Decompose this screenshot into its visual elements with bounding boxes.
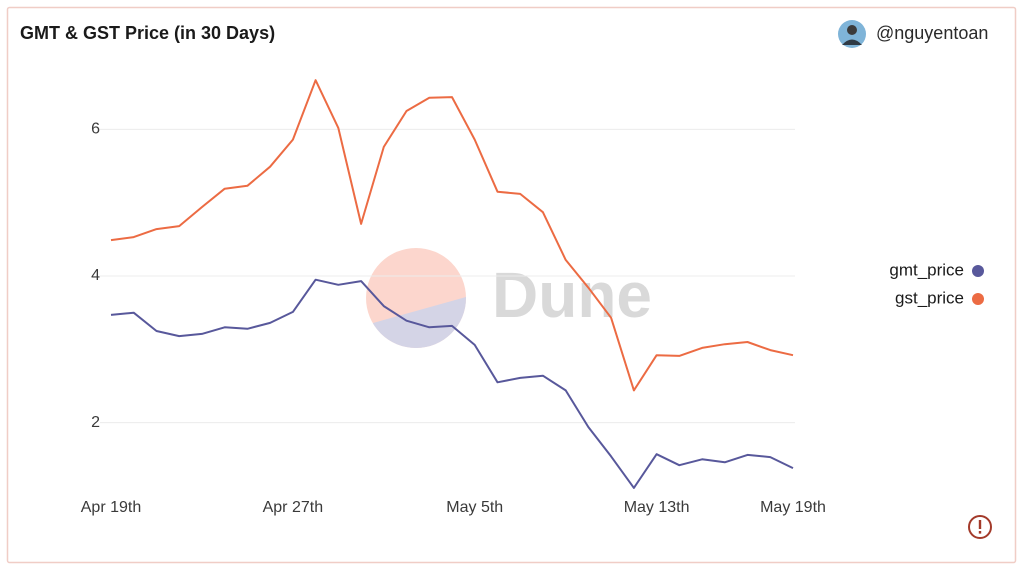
chart-title: GMT & GST Price (in 30 Days) [20,23,275,43]
author: @nguyentoan [876,23,988,43]
y-tick-label: 6 [91,121,100,138]
legend-label: gst_price [895,288,964,307]
line-series [110,278,794,489]
legend-swatch [972,265,984,277]
card [6,6,1017,564]
y-tick-label: 2 [91,414,100,431]
y-tick-label: 4 [91,267,100,284]
watermark: Dune [492,259,652,331]
x-tick-label: May 19th [760,499,826,516]
legend-label: gmt_price [889,260,964,279]
x-tick-label: Apr 27th [263,499,323,516]
line-series [110,79,794,392]
legend-swatch [972,293,984,305]
info-icon[interactable] [968,515,992,539]
x-tick-label: May 13th [624,499,690,516]
avatar [838,20,866,48]
watermark-logo [366,248,466,348]
x-tick-label: May 5th [446,499,503,516]
x-tick-label: Apr 19th [81,499,141,516]
